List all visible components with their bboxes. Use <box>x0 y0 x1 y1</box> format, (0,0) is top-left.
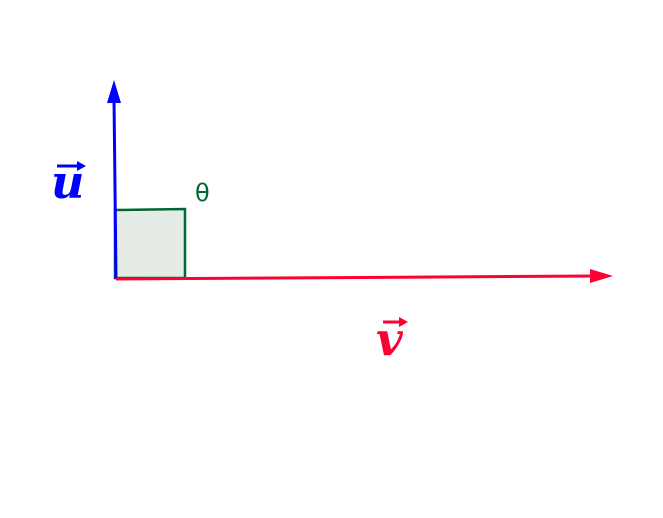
vector-v-label-group: v <box>376 312 408 366</box>
right-angle-marker <box>113 207 187 280</box>
vector-v-arrowhead <box>590 269 613 283</box>
vector-u-line <box>112 97 118 280</box>
vector-u-label: u <box>51 155 84 209</box>
vector-u-accent-arrowhead <box>77 161 86 171</box>
angle-theta-label: θ <box>195 179 210 207</box>
vector-v-accent-arrowhead <box>399 317 408 327</box>
vector-u-label-group: u <box>51 155 86 209</box>
vector-v-label: v <box>376 312 404 366</box>
vector-u-arrowhead <box>107 80 121 103</box>
vector-v-line <box>115 274 596 281</box>
